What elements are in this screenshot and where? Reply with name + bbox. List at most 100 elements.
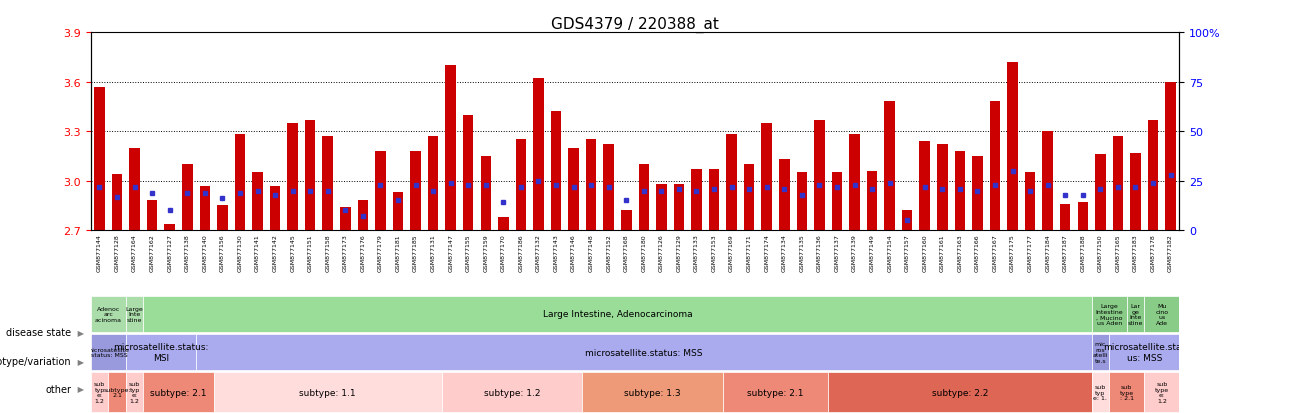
Bar (358, 201, 368, 230)
Text: GSM877145: GSM877145 (290, 234, 295, 271)
Bar (797, 173, 807, 230)
Bar (218, 206, 228, 230)
Text: GSM877186: GSM877186 (518, 234, 524, 271)
Text: GSM877144: GSM877144 (97, 234, 102, 272)
FancyBboxPatch shape (1144, 296, 1179, 332)
Bar (130, 148, 140, 230)
Text: GSM877174: GSM877174 (765, 234, 770, 272)
Bar (1042, 132, 1052, 230)
FancyBboxPatch shape (91, 334, 126, 370)
Text: ▶: ▶ (75, 385, 84, 394)
Text: GSM877142: GSM877142 (272, 234, 277, 272)
Text: GSM877158: GSM877158 (325, 234, 330, 271)
Text: GSM877147: GSM877147 (448, 234, 454, 272)
Text: GSM877182: GSM877182 (1168, 234, 1173, 271)
FancyBboxPatch shape (1144, 372, 1179, 412)
Text: other: other (45, 384, 71, 394)
Text: GSM877135: GSM877135 (800, 234, 805, 271)
FancyBboxPatch shape (582, 372, 723, 412)
Bar (1077, 203, 1089, 230)
Text: GSM877131: GSM877131 (430, 234, 435, 271)
FancyBboxPatch shape (109, 372, 126, 412)
Text: GSM877166: GSM877166 (975, 234, 980, 271)
Bar (111, 175, 122, 230)
Bar (1060, 204, 1070, 230)
Text: subtype: 2.2: subtype: 2.2 (932, 388, 988, 396)
Bar (551, 112, 561, 230)
Bar (1113, 137, 1124, 230)
Bar (1148, 120, 1159, 230)
Text: GSM877136: GSM877136 (816, 234, 822, 271)
Text: subtype:
2.1: subtype: 2.1 (104, 387, 131, 397)
Bar (569, 148, 579, 230)
Bar (375, 152, 386, 230)
Text: GSM877177: GSM877177 (1028, 234, 1033, 272)
FancyBboxPatch shape (126, 372, 144, 412)
Bar (200, 186, 210, 230)
Bar (253, 173, 263, 230)
Text: GSM877162: GSM877162 (149, 234, 154, 271)
Bar (498, 218, 508, 230)
Text: subtype: 1.3: subtype: 1.3 (625, 388, 680, 396)
Bar (340, 208, 351, 230)
Text: GSM877143: GSM877143 (553, 234, 559, 272)
Text: GSM877132: GSM877132 (537, 234, 540, 272)
Text: GSM877137: GSM877137 (835, 234, 840, 272)
Text: ▶: ▶ (75, 328, 84, 337)
Bar (270, 186, 280, 230)
Text: GSM877155: GSM877155 (465, 234, 470, 271)
Text: GSM877159: GSM877159 (483, 234, 489, 271)
Bar (323, 137, 333, 230)
Text: GSM877157: GSM877157 (905, 234, 910, 271)
FancyBboxPatch shape (91, 296, 126, 332)
Text: GSM877149: GSM877149 (870, 234, 875, 272)
Bar (639, 165, 649, 230)
Text: GSM877180: GSM877180 (642, 234, 647, 271)
FancyBboxPatch shape (1109, 372, 1144, 412)
Bar (165, 224, 175, 230)
Bar (411, 152, 421, 230)
Bar (235, 135, 245, 230)
Text: GSM877163: GSM877163 (958, 234, 963, 271)
Text: Large Intestine, Adenocarcinoma: Large Intestine, Adenocarcinoma (543, 310, 692, 319)
Text: GSM877127: GSM877127 (167, 234, 172, 272)
Text: GSM877170: GSM877170 (500, 234, 505, 271)
Text: GSM877176: GSM877176 (360, 234, 365, 271)
Bar (691, 170, 701, 230)
Bar (937, 145, 947, 230)
FancyBboxPatch shape (828, 372, 1091, 412)
Text: GSM877167: GSM877167 (993, 234, 998, 271)
Text: GSM877151: GSM877151 (307, 234, 312, 271)
Text: subtype: 2.1: subtype: 2.1 (150, 388, 207, 396)
Text: mic
ros
atelli
te.s: mic ros atelli te.s (1093, 341, 1108, 363)
Text: GSM877160: GSM877160 (923, 234, 927, 271)
Bar (867, 171, 877, 230)
Text: GSM877152: GSM877152 (607, 234, 612, 271)
Bar (674, 185, 684, 230)
Bar (709, 170, 719, 230)
Text: GSM877148: GSM877148 (588, 234, 594, 271)
Text: Large
Inte
stine: Large Inte stine (126, 306, 144, 323)
Bar (481, 157, 491, 230)
Bar (902, 211, 912, 230)
Bar (1165, 83, 1175, 230)
Text: microsatellite.status:
MSI: microsatellite.status: MSI (113, 342, 209, 362)
Text: GSM877165: GSM877165 (1116, 234, 1121, 271)
Text: GSM877178: GSM877178 (1151, 234, 1156, 271)
Bar (305, 120, 315, 230)
Text: subtype: 1.1: subtype: 1.1 (299, 388, 356, 396)
Text: GSM877139: GSM877139 (851, 234, 857, 272)
Bar (972, 157, 982, 230)
Bar (586, 140, 596, 230)
Text: GSM877161: GSM877161 (940, 234, 945, 271)
Bar (1025, 173, 1036, 230)
Text: GSM877185: GSM877185 (413, 234, 419, 271)
Text: sub
type
: 2.1: sub type : 2.1 (1120, 384, 1134, 400)
Text: GSM877188: GSM877188 (1081, 234, 1085, 271)
FancyBboxPatch shape (1126, 296, 1144, 332)
Bar (1130, 153, 1140, 230)
Text: GSM877141: GSM877141 (255, 234, 260, 271)
Text: subtype: 2.1: subtype: 2.1 (748, 388, 804, 396)
Bar (919, 142, 931, 230)
Bar (744, 165, 754, 230)
